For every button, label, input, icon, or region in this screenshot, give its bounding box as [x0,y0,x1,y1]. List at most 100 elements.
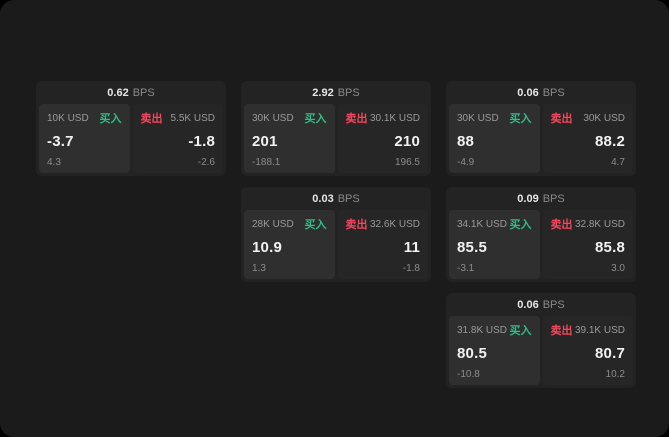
card-header: 0.03 BPS [241,187,431,210]
buy-panel[interactable]: 28K USD 买入 10.9 1.3 [244,210,335,279]
bps-value: 0.09 [517,192,539,205]
sell-amount: 39.1K USD [574,324,625,336]
buy-top-row: 30K USD 买入 [252,110,327,126]
card-body: 28K USD 买入 10.9 1.3 卖出 32.6K USD 11 -1.8 [244,210,428,279]
card-body: 31.8K USD 买入 80.5 -10.8 卖出 39.1K USD 80.… [449,316,633,385]
card-header: 0.09 BPS [446,187,636,210]
buy-price: 201 [252,133,278,150]
sell-panel[interactable]: 卖出 5.5K USD -1.8 -2.6 [132,104,223,173]
sell-panel[interactable]: 卖出 32.6K USD 11 -1.8 [337,210,428,279]
buy-label[interactable]: 买入 [304,219,327,231]
sell-price: 88.2 [595,133,625,150]
buy-amount: 30K USD [252,112,294,124]
buy-change: -10.8 [457,369,480,380]
buy-panel[interactable]: 30K USD 买入 201 -188.1 [244,104,335,173]
sell-price: 80.7 [595,345,625,362]
card-header: 0.06 BPS [446,81,636,104]
card-body: 30K USD 买入 88 -4.9 卖出 30K USD 88.2 4.7 [449,104,633,173]
card-body: 34.1K USD 买入 85.5 -3.1 卖出 32.8K USD 85.8… [449,210,633,279]
buy-top-row: 30K USD 买入 [457,110,532,126]
bps-value: 0.06 [517,298,539,311]
buy-price: 10.9 [252,239,282,256]
buy-panel[interactable]: 10K USD 买入 -3.7 4.3 [39,104,130,173]
sell-price: -1.8 [188,133,215,150]
sell-top-row: 卖出 32.8K USD [551,216,626,232]
sell-change: 3.0 [611,263,625,274]
buy-change: -188.1 [252,157,281,168]
buy-price: -3.7 [47,133,74,150]
sell-top-row: 卖出 32.6K USD [346,216,421,232]
buy-label[interactable]: 买入 [304,113,327,125]
bps-label: BPS [337,192,360,205]
buy-top-row: 10K USD 买入 [47,110,122,126]
bps-value: 2.92 [312,86,334,99]
buy-change: -4.9 [457,157,475,168]
card-body: 30K USD 买入 201 -188.1 卖出 30.1K USD 210 1… [244,104,428,173]
buy-top-row: 28K USD 买入 [252,216,327,232]
sell-label[interactable]: 卖出 [345,113,368,125]
buy-label[interactable]: 买入 [509,219,532,231]
sell-panel[interactable]: 卖出 30K USD 88.2 4.7 [542,104,633,173]
quote-card: 0.09 BPS 34.1K USD 买入 85.5 -3.1 卖出 32.8K… [446,187,636,282]
sell-label[interactable]: 卖出 [550,113,573,125]
buy-change: 4.3 [47,157,61,168]
sell-top-row: 卖出 30.1K USD [346,110,421,126]
sell-change: 10.2 [605,369,625,380]
sell-label[interactable]: 卖出 [140,113,163,125]
bps-value: 0.62 [107,86,129,99]
bps-label: BPS [132,86,155,99]
buy-label[interactable]: 买入 [99,113,122,125]
bps-label: BPS [542,86,565,99]
sell-change: -1.8 [402,263,420,274]
sell-label[interactable]: 卖出 [345,219,368,231]
sell-amount: 5.5K USD [170,112,215,124]
buy-amount: 28K USD [252,218,294,230]
sell-price: 210 [394,133,420,150]
buy-price: 80.5 [457,345,487,362]
sell-amount: 30K USD [583,112,625,124]
card-body: 10K USD 买入 -3.7 4.3 卖出 5.5K USD -1.8 -2.… [39,104,223,173]
sell-panel[interactable]: 卖出 39.1K USD 80.7 10.2 [542,316,633,385]
sell-label[interactable]: 卖出 [550,219,573,231]
bps-value: 0.06 [517,86,539,99]
card-header: 0.06 BPS [446,293,636,316]
quote-card: 0.62 BPS 10K USD 买入 -3.7 4.3 卖出 5.5K USD… [36,81,226,176]
buy-panel[interactable]: 31.8K USD 买入 80.5 -10.8 [449,316,540,385]
buy-label[interactable]: 买入 [509,325,532,337]
quote-card: 2.92 BPS 30K USD 买入 201 -188.1 卖出 30.1K … [241,81,431,176]
buy-price: 88 [457,133,475,150]
sell-label[interactable]: 卖出 [550,325,573,337]
sell-top-row: 卖出 39.1K USD [551,322,626,338]
quote-card: 0.06 BPS 31.8K USD 买入 80.5 -10.8 卖出 39.1… [446,293,636,388]
sell-price: 85.8 [595,239,625,256]
card-header: 0.62 BPS [36,81,226,104]
buy-top-row: 31.8K USD 买入 [457,322,532,338]
buy-change: -3.1 [457,263,475,274]
quote-card: 0.06 BPS 30K USD 买入 88 -4.9 卖出 30K USD 8… [446,81,636,176]
sell-top-row: 卖出 5.5K USD [141,110,216,126]
sell-price: 11 [403,239,420,256]
bps-label: BPS [542,192,565,205]
buy-price: 85.5 [457,239,487,256]
sell-panel[interactable]: 卖出 30.1K USD 210 196.5 [337,104,428,173]
buy-top-row: 34.1K USD 买入 [457,216,532,232]
quote-card: 0.03 BPS 28K USD 买入 10.9 1.3 卖出 32.6K US… [241,187,431,282]
buy-panel[interactable]: 30K USD 买入 88 -4.9 [449,104,540,173]
buy-amount: 30K USD [457,112,499,124]
sell-panel[interactable]: 卖出 32.8K USD 85.8 3.0 [542,210,633,279]
buy-amount: 34.1K USD [457,218,508,230]
sell-amount: 32.8K USD [574,218,625,230]
sell-change: 4.7 [611,157,625,168]
buy-panel[interactable]: 34.1K USD 买入 85.5 -3.1 [449,210,540,279]
buy-change: 1.3 [252,263,266,274]
sell-change: -2.6 [197,157,215,168]
sell-amount: 30.1K USD [369,112,420,124]
sell-change: 196.5 [394,157,420,168]
buy-amount: 31.8K USD [457,324,508,336]
bps-label: BPS [542,298,565,311]
buy-label[interactable]: 买入 [509,113,532,125]
bps-label: BPS [337,86,360,99]
sell-amount: 32.6K USD [369,218,420,230]
quote-grid: 0.62 BPS 10K USD 买入 -3.7 4.3 卖出 5.5K USD… [36,81,636,388]
